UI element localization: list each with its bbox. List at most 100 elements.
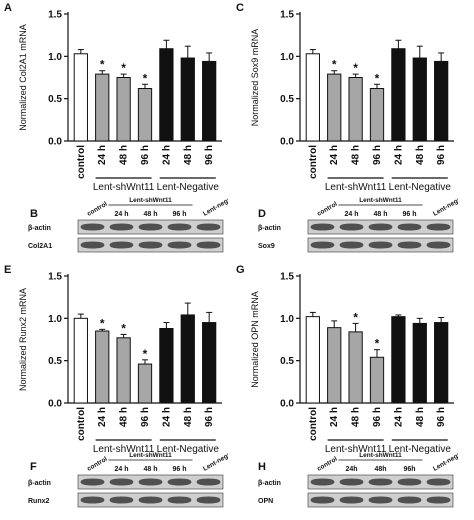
x-tick-label: control — [76, 407, 87, 441]
group-label-shwnt11: Lent-shWnt11 — [93, 182, 155, 193]
y-tick-label: 1.5 — [48, 272, 62, 283]
lane-label: Lent-negative — [432, 449, 458, 473]
blot-band — [196, 478, 221, 486]
blot-band — [368, 241, 393, 249]
panel-letter-d: D — [258, 208, 266, 220]
blot-group-label: Lent-shWnt11 — [129, 452, 172, 459]
significance-star: * — [332, 58, 337, 72]
group-label-negative: Lent-Negative — [157, 182, 220, 193]
significance-star: * — [353, 310, 358, 324]
bar — [412, 322, 427, 404]
lane-label: control — [86, 201, 109, 218]
chart-col2a1: 0.0 0.5 1.0 1.5 Normalized Col2A1 mRNA contro… — [0, 0, 232, 195]
blot-row-label: Sox9 — [258, 243, 275, 250]
x-tick-label: 48 h — [119, 145, 130, 165]
x-tick-label: 96 h — [140, 407, 151, 427]
significance-star: * — [375, 337, 380, 351]
blot-band — [426, 241, 451, 249]
blot-band — [397, 241, 422, 249]
x-tick-label: 96 h — [204, 145, 215, 165]
blot-band — [310, 223, 335, 231]
lane-label: 24 h — [114, 211, 128, 218]
x-tick-label: 48 h — [119, 407, 130, 427]
bar — [391, 48, 406, 142]
blot-band — [426, 478, 451, 486]
blot-band — [109, 223, 134, 231]
lane-label: control — [86, 456, 109, 473]
blot-band — [310, 241, 335, 249]
chart-col2a1-svg: 0.0 0.5 1.0 1.5 Normalized Col2A1 mRNA contro… — [18, 10, 222, 193]
bar — [73, 317, 88, 404]
blot-band — [167, 478, 192, 486]
y-tick-label: 0.5 — [280, 94, 294, 105]
lane-label: 96 h — [172, 211, 186, 218]
x-tick-label: 24 h — [161, 145, 172, 165]
lane-label: Lent-negative — [432, 194, 458, 218]
y-tick-label: 0.5 — [48, 356, 62, 367]
significance-star: * — [100, 58, 105, 72]
lane-label: 24 h — [114, 466, 128, 473]
x-tick-label: 96 h — [436, 145, 447, 165]
blot-group-label: Lent-shWnt11 — [129, 197, 172, 204]
bar — [434, 60, 449, 142]
group-label-negative: Lent-Negative — [389, 444, 452, 455]
blot-band — [426, 496, 451, 504]
group-label-shwnt11: Lent-shWnt11 — [93, 444, 155, 455]
blot-band — [138, 223, 163, 231]
x-tick-label: control — [308, 145, 319, 179]
significance-star: * — [100, 316, 105, 330]
blot-row-label: β-actin — [28, 480, 51, 487]
x-tick-label: 96 h — [372, 145, 383, 165]
blot-band — [397, 496, 422, 504]
blot-band — [80, 496, 105, 504]
lane-label: 96 h — [172, 466, 186, 473]
blot-band — [339, 496, 364, 504]
x-tick-label: 48 h — [351, 407, 362, 427]
x-tick-label: 96 h — [372, 407, 383, 427]
blot-band — [426, 223, 451, 231]
significance-star: * — [143, 347, 148, 361]
blot-band — [138, 241, 163, 249]
bar — [95, 330, 110, 404]
bar — [412, 57, 427, 142]
x-tick-label: 24 h — [329, 407, 340, 427]
blot-row-label: Col2A1 — [28, 243, 52, 250]
y-tick-label: 1.0 — [48, 314, 62, 325]
blot-col2a1: control 24 h 48 h 96 h Lent-negative Lent-shW… — [28, 194, 228, 256]
blot-opn: control 24h 48h 96h Lent-negative Lent-shWnt1… — [258, 449, 458, 511]
y-axis-label: Normalized Runx2 mRNA — [18, 288, 28, 391]
significance-star: * — [121, 321, 126, 335]
bar — [305, 316, 320, 404]
chart-runx2-svg: 0.0 0.5 1.0 1.5 Normalized Runx2 mRNA control… — [18, 272, 222, 455]
chart-opn: 0.0 0.5 1.0 1.5 Normalized OPN mRNA control 24… — [232, 262, 464, 457]
x-tick-label: 24 h — [161, 407, 172, 427]
x-tick-label: control — [76, 145, 87, 179]
blot-runx2: control 24 h 48 h 96 h Lent-negative Lent-shW… — [28, 449, 228, 511]
blot-sox9-svg: control 24 h 48 h 96 h Lent-negative Lent-shW… — [258, 194, 458, 253]
blot-row-label: β-actin — [258, 480, 281, 487]
x-tick-label: 48 h — [183, 407, 194, 427]
x-tick-label: 48 h — [183, 145, 194, 165]
bar — [327, 73, 342, 142]
lane-label: 24 h — [344, 211, 358, 218]
x-tick-label: control — [308, 407, 319, 441]
y-tick-label: 1.5 — [280, 272, 294, 283]
bar — [327, 327, 342, 404]
bar — [116, 77, 131, 142]
lane-label: 48 h — [143, 211, 157, 218]
chart-runx2: 0.0 0.5 1.0 1.5 Normalized Runx2 mRNA control… — [0, 262, 232, 457]
blot-band — [80, 241, 105, 249]
x-tick-label: 24 h — [329, 145, 340, 165]
blot-group-label: Lent-shWnt11 — [359, 197, 402, 204]
x-tick-label: 96 h — [140, 145, 151, 165]
chart-sox9-svg: 0.0 0.5 1.0 1.5 Normalized Sox9 mRNA control *… — [250, 10, 454, 193]
panel-letter-f: F — [30, 461, 37, 473]
bar — [137, 88, 153, 142]
y-tick-label: 1.0 — [280, 314, 294, 325]
lane-label: 48 h — [143, 466, 157, 473]
bar — [95, 73, 110, 142]
bar — [369, 356, 385, 404]
significance-star: * — [143, 71, 148, 85]
x-tick-label: 48 h — [351, 145, 362, 165]
blot-band — [167, 241, 192, 249]
